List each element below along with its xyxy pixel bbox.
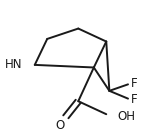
Text: F: F	[131, 93, 138, 106]
Text: F: F	[131, 77, 138, 90]
Text: O: O	[55, 119, 64, 132]
Text: HN: HN	[5, 58, 22, 71]
Text: OH: OH	[117, 110, 135, 123]
